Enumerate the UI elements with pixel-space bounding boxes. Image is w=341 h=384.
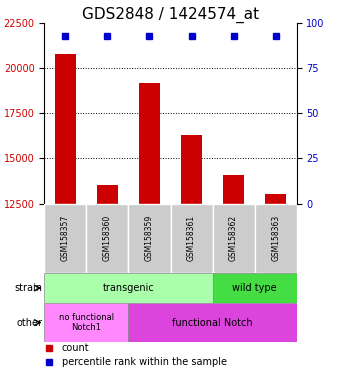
Text: other: other [16, 318, 42, 328]
Bar [44, 303, 129, 342]
Bar [129, 303, 297, 342]
Text: GSM158363: GSM158363 [271, 215, 280, 261]
Bar [97, 185, 118, 384]
FancyBboxPatch shape [44, 204, 86, 273]
Bar [212, 273, 297, 303]
Text: GSM158360: GSM158360 [103, 215, 112, 261]
Text: GSM158362: GSM158362 [229, 215, 238, 261]
Text: strain: strain [14, 283, 42, 293]
Text: GSM158361: GSM158361 [187, 215, 196, 261]
Bar [55, 54, 76, 384]
Bar [139, 83, 160, 384]
Text: count: count [62, 343, 90, 354]
Bar [44, 273, 212, 303]
FancyBboxPatch shape [86, 204, 129, 273]
Text: no functional
Notch1: no functional Notch1 [59, 313, 114, 332]
Bar [265, 194, 286, 384]
Text: transgenic: transgenic [103, 283, 154, 293]
Text: GSM158359: GSM158359 [145, 215, 154, 261]
Text: functional Notch: functional Notch [172, 318, 253, 328]
FancyBboxPatch shape [170, 204, 212, 273]
Text: GSM158357: GSM158357 [61, 215, 70, 261]
Bar [223, 175, 244, 384]
Bar [181, 135, 202, 384]
FancyBboxPatch shape [255, 204, 297, 273]
Text: wild type: wild type [232, 283, 277, 293]
FancyBboxPatch shape [212, 204, 255, 273]
Text: percentile rank within the sample: percentile rank within the sample [62, 357, 227, 367]
FancyBboxPatch shape [129, 204, 170, 273]
Title: GDS2848 / 1424574_at: GDS2848 / 1424574_at [82, 7, 259, 23]
